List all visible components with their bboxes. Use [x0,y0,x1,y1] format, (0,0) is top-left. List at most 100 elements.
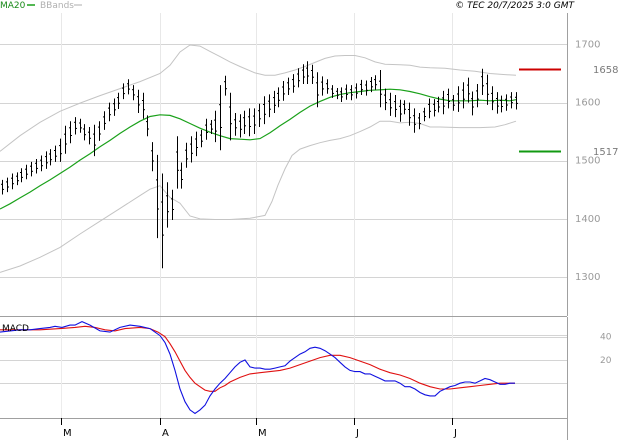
price-bar [25,164,28,180]
ma20-line-group [0,88,517,210]
price-bar [370,77,373,93]
price-bar [355,83,358,99]
price-bars [1,61,518,269]
price-bar [190,136,193,163]
macd-tick-label: 20 [600,356,612,366]
price-levels: 1658 1517 [519,65,618,158]
price-bar [35,159,38,174]
price-bar [45,151,48,169]
price-bar [340,87,343,102]
x-tick-label: J [355,428,359,439]
price-bar [433,99,436,117]
price-bar [83,124,86,141]
price-bar [200,129,203,148]
price-bar [248,108,251,137]
price-bar [437,96,440,113]
price-bar [384,88,387,111]
price-bar [326,79,329,94]
price-bar [311,64,314,84]
ma20-line [0,88,517,210]
price-bar [243,110,246,134]
price-bar [229,92,232,141]
macd-tick-label: 40 [600,333,612,343]
macd-signal-line [0,325,515,392]
price-bar [306,61,309,84]
price-bar [117,92,120,109]
price-bar [491,86,494,111]
price-bar [132,85,135,101]
macd-line [0,320,515,415]
price-bar [360,79,363,95]
price-bar [510,92,513,109]
price-tick-label: 1600 [575,98,600,109]
price-bar [40,155,43,172]
price-bar [365,80,368,96]
macd-lines [0,320,515,415]
price-bar [452,95,455,111]
price-tick-label: 1400 [575,214,600,225]
price-bar [331,85,334,98]
price-bar [127,79,130,95]
price-bar [185,142,188,168]
price-bar [166,182,169,228]
price-bar [69,121,72,144]
price-bar [292,74,295,93]
price-bar [1,179,4,195]
price-bar [54,145,57,162]
price-bar [224,75,227,96]
price-bar [481,68,484,95]
price-tick-label: 1300 [575,272,600,283]
legend-ma20-label: MA20 [0,1,26,11]
price-grid [0,13,567,336]
price-bar [103,111,106,130]
price-bar [156,154,159,239]
price-bar [408,102,411,126]
price-bar [253,108,256,134]
price-bar [476,84,479,108]
price-bar [486,74,489,105]
price-bar [263,96,266,125]
price-bar [20,168,23,183]
price-bar [316,72,319,108]
price-bar [205,118,208,140]
legend-bbands-label: BBands [40,1,74,11]
price-bar [282,81,285,101]
macd-grid [0,317,567,418]
price-bar [30,161,33,177]
price-bar [161,173,164,269]
price-bar [515,92,518,110]
price-bar [239,114,242,138]
x-tick-label: M [258,428,267,439]
price-bar [11,173,14,190]
price-bar [49,149,52,166]
price-bar [59,138,62,162]
price-bar [399,99,402,122]
price-bar [88,127,91,145]
price-bar [151,142,154,172]
price-bar [394,95,397,118]
price-bar [16,172,19,186]
price-bar [418,113,421,130]
price-bar [273,90,276,113]
price-bar [442,90,445,115]
x-tick-label: M [63,428,72,439]
price-bar [64,125,67,154]
price-bar [350,85,353,101]
bollinger-bands [0,44,517,273]
price-bar [413,108,416,133]
price-bar [287,77,290,95]
price-bar [214,110,217,143]
price-bar [321,76,324,96]
bband-upper-line [0,44,517,152]
price-bar [268,94,271,118]
price-bar [403,100,406,115]
price-bar [471,91,474,116]
price-bar [146,115,149,137]
price-bar [389,92,392,116]
price-bar [93,124,96,157]
price-bar [462,82,465,109]
price-bar [336,88,339,100]
level-label: 1658 [593,65,618,76]
price-bar [423,107,426,122]
